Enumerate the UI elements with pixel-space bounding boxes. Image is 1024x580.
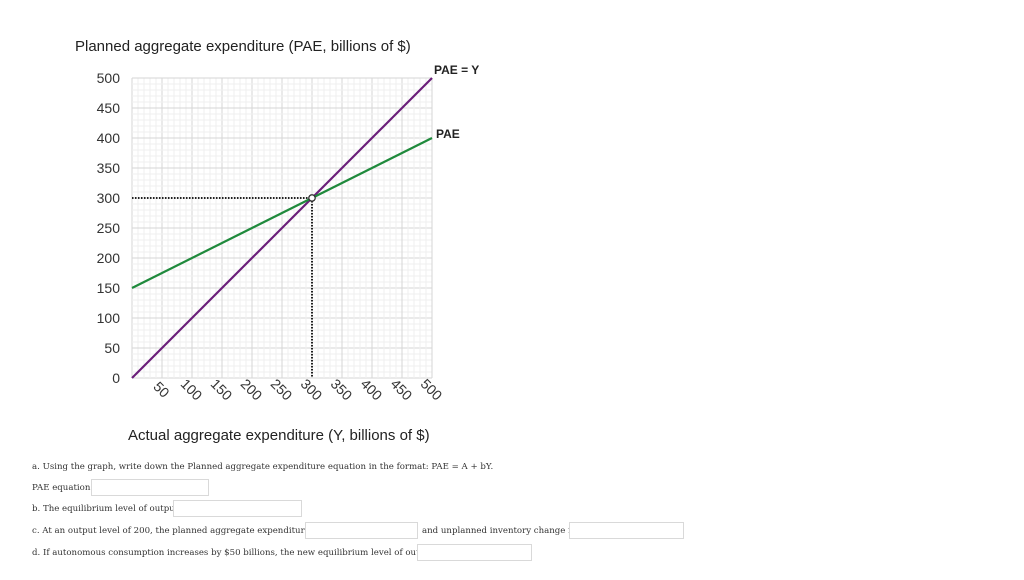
x-tick-label: 200	[238, 376, 266, 404]
y-tick-label: 300	[97, 190, 121, 206]
line-label-pae: PAE	[436, 127, 460, 141]
x-tick-label: 50	[150, 378, 172, 400]
inventory-change-input[interactable]	[569, 522, 684, 539]
x-tick-label: 150	[208, 376, 236, 404]
y-tick-label: 200	[97, 250, 121, 266]
series-line-pae-equals-y	[131, 77, 433, 379]
y-tick-label: 150	[97, 280, 121, 296]
series-line-pae	[131, 137, 433, 289]
question-a: a. Using the graph, write down the Plann…	[32, 462, 494, 472]
question-c: c. At an output level of 200, the planne…	[32, 526, 331, 536]
grid	[131, 77, 433, 379]
line-labels: PAE = Y PAE	[434, 63, 479, 141]
x-tick-label: 450	[388, 376, 416, 404]
pae-equation-input[interactable]	[91, 479, 209, 496]
y-tick-label: 500	[97, 70, 121, 86]
y-tick-label: 0	[112, 370, 120, 386]
question-b: b. The equilibrium level of output is: $	[32, 504, 200, 514]
y-tick-label: 350	[97, 160, 121, 176]
x-tick-label: 350	[328, 376, 356, 404]
new-equilibrium-input[interactable]	[417, 544, 532, 561]
y-tick-label: 400	[97, 130, 121, 146]
y-tick-label: 450	[97, 100, 121, 116]
question-a-label: PAE equation:	[32, 483, 94, 493]
x-tick-labels: 50 100 150 200 250 300 350 400 450 500	[150, 376, 445, 404]
points	[308, 194, 316, 202]
equilibrium-point-marker	[308, 194, 316, 202]
equilibrium-output-input[interactable]	[173, 500, 302, 517]
y-axis-title: Planned aggregate expenditure (PAE, bill…	[75, 38, 411, 55]
x-tick-label: 250	[268, 376, 296, 404]
x-tick-label: 500	[418, 376, 446, 404]
series-lines	[131, 77, 433, 379]
equilibrium-guides	[132, 197, 313, 378]
y-tick-labels: 0 50 100 150 200 250 300 350 400 450 500	[97, 70, 121, 386]
planned-expenditure-input[interactable]	[305, 522, 418, 539]
line-label-pae-equals-y: PAE = Y	[434, 63, 479, 77]
x-tick-label: 400	[358, 376, 386, 404]
x-tick-label: 300	[298, 376, 326, 404]
y-tick-label: 250	[97, 220, 121, 236]
x-tick-label: 100	[178, 376, 206, 404]
y-tick-label: 50	[104, 340, 120, 356]
question-d: d. If autonomous consumption increases b…	[32, 548, 456, 558]
question-c-part2: and unplanned inventory change is: $	[422, 526, 587, 536]
x-axis-title: Actual aggregate expenditure (Y, billion…	[128, 427, 430, 444]
chart: Planned aggregate expenditure (PAE, bill…	[75, 38, 479, 444]
y-tick-label: 100	[97, 310, 121, 326]
